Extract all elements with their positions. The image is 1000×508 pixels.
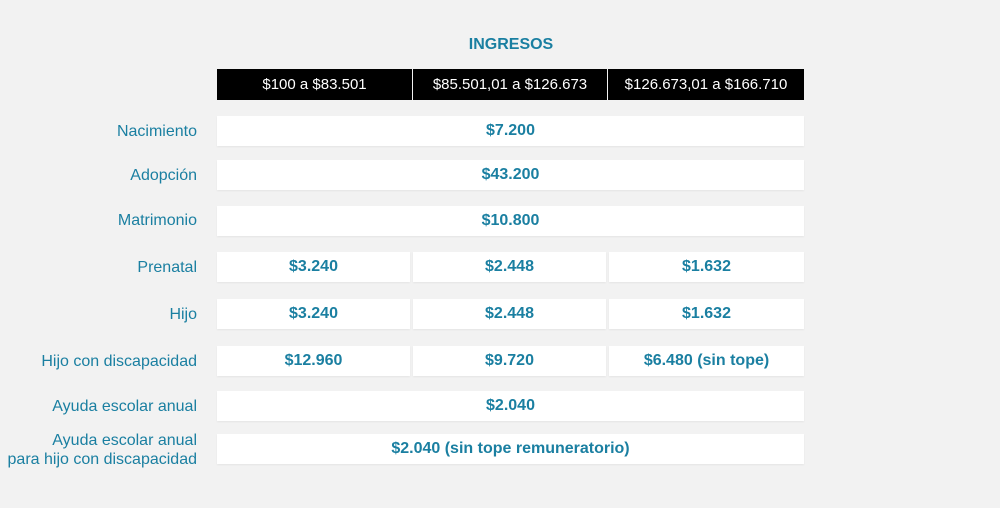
cell-hijo-1: $3.240 [217,299,410,329]
cell-hijo-discapacidad-1: $12.960 [217,346,410,376]
row-label-ayuda-escolar-discapacidad: Ayuda escolar anual para hijo con discap… [8,431,197,469]
cell-matrimonio: $10.800 [217,206,804,236]
column-header-2: $85.501,01 a $126.673 [413,69,607,100]
cell-hijo-2: $2.448 [413,299,606,329]
row-label-line-2: para hijo con discapacidad [7,451,197,468]
row-label-matrimonio: Matrimonio [117,212,197,229]
cell-hijo-discapacidad-2: $9.720 [413,346,606,376]
cell-ayuda-escolar: $2.040 [217,391,804,421]
cell-ayuda-escolar-discapacidad: $2.040 (sin tope remuneratorio) [217,434,804,464]
column-header-1: $100 a $83.501 [217,69,412,100]
cell-prenatal-3: $1.632 [609,252,804,282]
row-label-nacimiento: Nacimiento [116,123,197,140]
cell-prenatal-1: $3.240 [217,252,410,282]
column-header-3: $126.673,01 a $166.710 [608,69,804,100]
table-title: INGRESOS [468,36,554,53]
row-label-line-1: Ayuda escolar anual [52,432,197,449]
row-label-ayuda-escolar: Ayuda escolar anual [52,398,197,415]
row-label-adopcion: Adopción [130,167,197,184]
cell-prenatal-2: $2.448 [413,252,606,282]
cell-hijo-3: $1.632 [609,299,804,329]
row-label-hijo: Hijo [169,306,197,323]
cell-adopcion: $43.200 [217,160,804,190]
cell-hijo-discapacidad-3: $6.480 (sin tope) [609,346,804,376]
row-label-prenatal: Prenatal [137,259,197,276]
row-label-hijo-discapacidad: Hijo con discapacidad [41,353,197,370]
cell-nacimiento: $7.200 [217,116,804,146]
